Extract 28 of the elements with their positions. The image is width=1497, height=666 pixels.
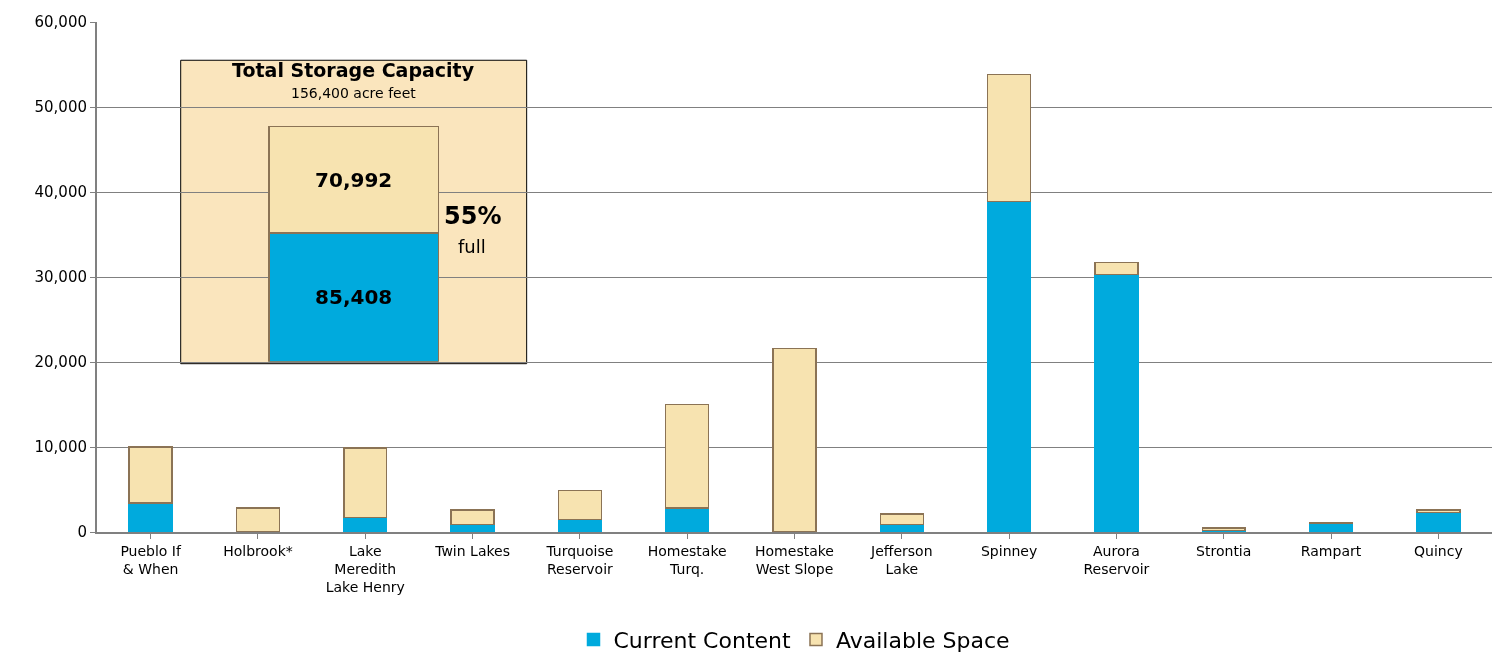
x-tick-label: Pueblo If & When — [120, 542, 182, 577]
y-tick-label: 0 — [77, 523, 87, 542]
x-tick-label: Spinney — [980, 542, 1038, 559]
x-tick-label: Holbrook* — [223, 542, 293, 559]
x-tick-label: Quincy — [1414, 542, 1463, 559]
annotation: 55% — [444, 202, 502, 230]
x-tick-label: Strontia — [1196, 542, 1252, 559]
y-tick-label: 50,000 — [34, 98, 87, 117]
legend-label: Available Space — [835, 628, 1010, 654]
data-label: 85,408 — [315, 285, 393, 310]
y-tick-label: 30,000 — [34, 268, 87, 287]
x-tick-label: Jefferson Lake — [870, 542, 933, 577]
x-tick-label: Aurora Reservoir — [1083, 542, 1150, 577]
x-tick-label: Homestake Turq. — [647, 542, 727, 577]
x-tick-label: Twin Lakes — [434, 542, 510, 559]
y-tick-label: 60,000 — [34, 13, 87, 32]
y-tick-label: 40,000 — [34, 183, 87, 202]
data-label: 70,992 — [315, 167, 393, 192]
chart-subtitle: 156,400 acre feet — [291, 85, 417, 101]
y-tick-label: 10,000 — [34, 438, 87, 457]
x-tick-label: Homestake West Slope — [755, 542, 834, 577]
legend-label: Current Content — [613, 628, 791, 654]
x-tick-label: Turquoise Reservoir — [545, 542, 614, 577]
x-tick-label: Lake Meredith Lake Henry — [325, 542, 405, 596]
x-tick-label: Rampart — [1300, 542, 1362, 559]
chart-title: Total Storage Capacity — [232, 59, 475, 81]
y-tick-label: 20,000 — [34, 353, 87, 372]
annotation: full — [458, 236, 486, 257]
